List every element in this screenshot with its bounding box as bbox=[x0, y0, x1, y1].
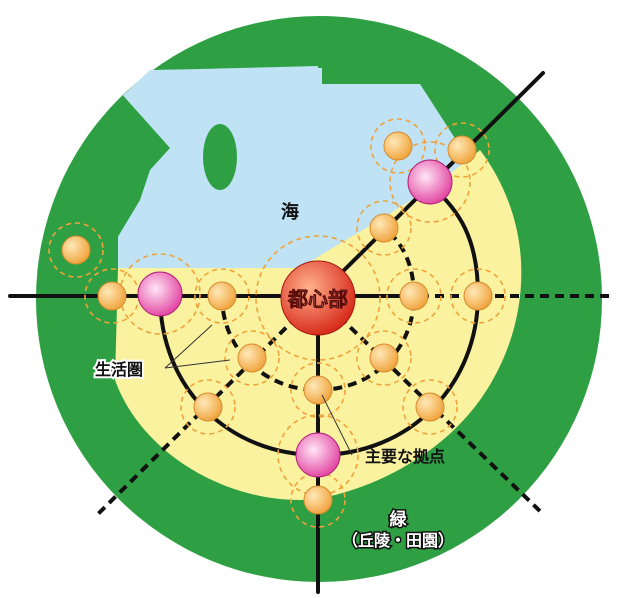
small-node bbox=[399, 281, 429, 311]
major-hubs bbox=[137, 159, 453, 478]
small-node bbox=[383, 131, 413, 161]
small-node bbox=[237, 343, 267, 373]
small-node bbox=[447, 135, 477, 165]
green-sublabel: （丘陵・田園） bbox=[342, 531, 454, 550]
major-hub-node bbox=[407, 159, 453, 205]
small-node bbox=[303, 485, 333, 515]
sea-island bbox=[203, 124, 237, 190]
small-node bbox=[61, 235, 91, 265]
small-node bbox=[463, 281, 493, 311]
major-hub-label: 主要な拠点 bbox=[365, 447, 445, 466]
city-center-label: 都心部 bbox=[287, 287, 348, 311]
small-node bbox=[303, 375, 333, 405]
small-node bbox=[193, 392, 223, 422]
small-node bbox=[97, 281, 127, 311]
living-sphere-rings bbox=[48, 118, 506, 528]
major-hub-node bbox=[137, 271, 183, 317]
small-node bbox=[369, 343, 399, 373]
small-node bbox=[369, 213, 399, 243]
major-hub-node bbox=[295, 432, 341, 478]
small-nodes bbox=[61, 131, 493, 515]
green-label: 緑 bbox=[390, 509, 408, 530]
leader-lines bbox=[164, 324, 353, 456]
living-sphere-label: 生活圏 bbox=[95, 360, 143, 379]
small-node bbox=[415, 392, 445, 422]
city-center-node bbox=[280, 260, 356, 336]
sea-label: 海 bbox=[281, 201, 299, 223]
small-node bbox=[207, 281, 237, 311]
